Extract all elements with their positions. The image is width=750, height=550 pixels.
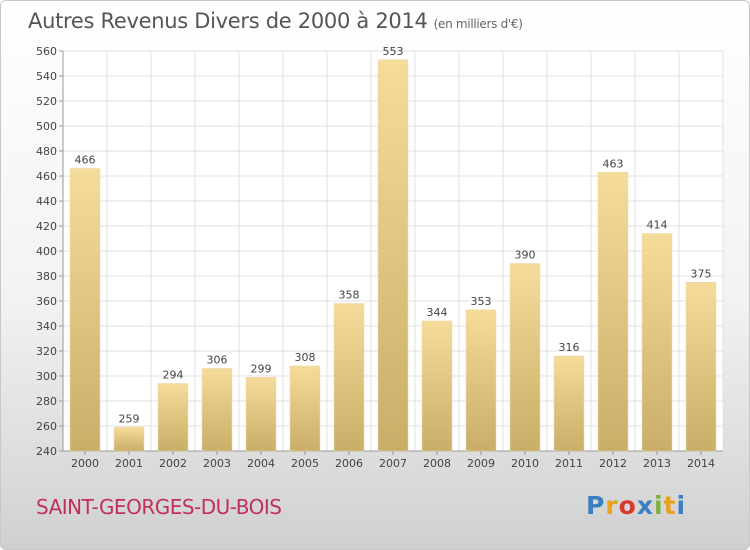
x-tick-label: 2006: [335, 457, 363, 470]
bar-2012: [597, 172, 629, 452]
y-tick-label: 300: [36, 370, 57, 383]
y-tick-label: 360: [36, 295, 57, 308]
bar-2002: [157, 383, 189, 452]
y-tick-label: 480: [36, 145, 57, 158]
data-label-2001: 259: [119, 412, 140, 425]
chart-title-unit: (en milliers d'€): [433, 17, 523, 31]
y-tick-label: 280: [36, 395, 57, 408]
chart-title-main: Autres Revenus Divers de 2000 à 2014: [28, 9, 428, 33]
data-label-2011: 316: [559, 341, 580, 354]
data-label-2003: 306: [207, 354, 228, 367]
data-label-2012: 463: [603, 157, 624, 170]
data-label-2010: 390: [515, 249, 536, 262]
x-tick-label: 2011: [555, 457, 583, 470]
data-label-2000: 466: [75, 154, 96, 167]
x-tick-label: 2001: [115, 457, 143, 470]
bar-2011: [553, 355, 585, 452]
logo-letter: i: [676, 491, 687, 520]
bar-2006: [333, 303, 365, 452]
bar-2009: [465, 309, 497, 452]
chart-title: Autres Revenus Divers de 2000 à 2014 (en …: [28, 9, 523, 33]
data-label-2005: 308: [295, 351, 316, 364]
y-tick-label: 380: [36, 270, 57, 283]
x-tick-label: 2005: [291, 457, 319, 470]
data-labels: 466 259 294 306 299 308 358 553 344 353 390 316 463 4…: [75, 45, 712, 426]
x-tick-label: 2000: [71, 457, 99, 470]
data-label-2002: 294: [163, 369, 184, 382]
y-tick-label: 440: [36, 195, 57, 208]
data-label-2004: 299: [251, 362, 272, 375]
x-tick-label: 2002: [159, 457, 187, 470]
x-tick-label: 2014: [687, 457, 715, 470]
data-label-2013: 414: [647, 219, 668, 232]
logo-letter: x: [636, 491, 654, 520]
y-tick-label: 420: [36, 220, 57, 233]
logo-letter: P: [586, 491, 606, 520]
y-tick-label: 500: [36, 120, 57, 133]
bar-2004: [245, 377, 277, 452]
data-label-2008: 344: [427, 306, 448, 319]
bars: [69, 59, 717, 452]
bar-2005: [289, 365, 321, 452]
bar-2008: [421, 320, 453, 452]
y-tick-label: 460: [36, 170, 57, 183]
data-label-2007: 553: [383, 45, 404, 58]
data-label-2014: 375: [691, 267, 712, 280]
y-tick-label: 260: [36, 420, 57, 433]
bar-2014: [685, 282, 717, 452]
x-tick-label: 2004: [247, 457, 275, 470]
bar-2003: [201, 368, 233, 452]
y-tick-label: 240: [36, 445, 57, 458]
logo-letter: i: [654, 491, 664, 520]
bar-2001: [113, 427, 145, 452]
x-tick-label: 2013: [643, 457, 671, 470]
logo-letter: r: [605, 491, 619, 520]
logo-letter: t: [663, 491, 677, 520]
x-tick-label: 2009: [467, 457, 495, 470]
data-label-2009: 353: [471, 295, 492, 308]
y-tick-label: 400: [36, 245, 57, 258]
y-tick-label: 320: [36, 345, 57, 358]
x-tick-label: 2007: [379, 457, 407, 470]
x-tick-label: 2010: [511, 457, 539, 470]
logo-letter: o: [618, 491, 637, 520]
bar-2013: [641, 233, 673, 452]
y-tick-label: 340: [36, 320, 57, 333]
y-tick-label: 520: [36, 95, 57, 108]
data-label-2006: 358: [339, 289, 360, 302]
y-tick-label: 560: [36, 45, 57, 58]
y-tick-label: 540: [36, 70, 57, 83]
bar-2000: [69, 168, 101, 452]
commune-name: SAINT-GEORGES-DU-BOIS: [36, 495, 282, 519]
x-tick-label: 2008: [423, 457, 451, 470]
bar-2007: [377, 59, 409, 452]
x-tick-label: 2003: [203, 457, 231, 470]
proxiti-logo: Proxiti: [586, 491, 686, 520]
bar-2010: [509, 263, 541, 452]
x-tick-label: 2012: [599, 457, 627, 470]
